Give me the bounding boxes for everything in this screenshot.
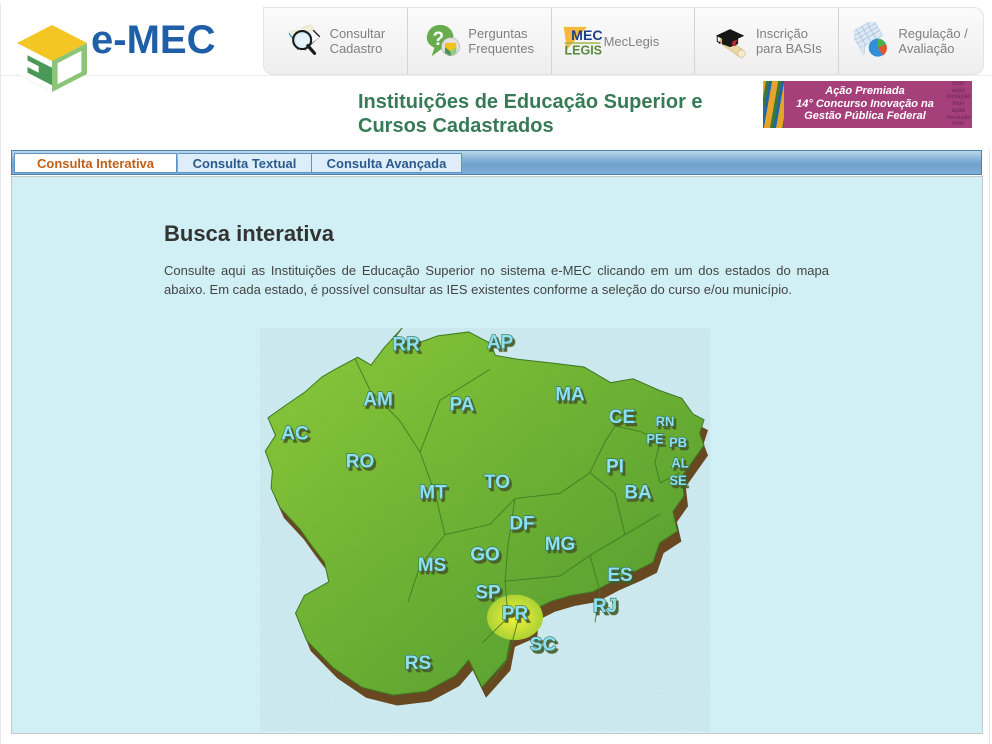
svg-text:RR: RR <box>392 334 419 355</box>
svg-text:ES: ES <box>607 565 632 586</box>
svg-text:MT: MT <box>419 482 447 503</box>
svg-text:BA: BA <box>624 482 651 503</box>
svg-text:PR: PR <box>502 603 528 624</box>
svg-text:MG: MG <box>545 534 576 555</box>
svg-text:PE: PE <box>646 432 664 447</box>
svg-text:AL: AL <box>671 455 688 470</box>
svg-text:SP: SP <box>475 582 500 603</box>
svg-text:RS: RS <box>405 653 431 674</box>
svg-text:MA: MA <box>555 384 585 405</box>
svg-text:PB: PB <box>669 435 687 450</box>
svg-text:DF: DF <box>509 513 535 534</box>
svg-text:AM: AM <box>363 389 393 410</box>
svg-text:GO: GO <box>470 544 500 565</box>
svg-text:RJ: RJ <box>593 596 617 617</box>
svg-text:LEGIS: LEGIS <box>564 43 602 57</box>
svg-text:AP: AP <box>487 332 513 353</box>
svg-text:AC: AC <box>281 423 308 444</box>
svg-text:RN: RN <box>656 414 675 429</box>
svg-text:PA: PA <box>450 394 475 415</box>
svg-text:SC: SC <box>530 634 556 655</box>
svg-text:MS: MS <box>418 555 447 576</box>
svg-text:RO: RO <box>346 451 374 472</box>
svg-text:MEC: MEC <box>571 28 602 44</box>
svg-text:CE: CE <box>609 407 635 428</box>
svg-text:TO: TO <box>484 472 510 493</box>
svg-text:SE: SE <box>669 473 687 488</box>
svg-text:PI: PI <box>606 456 624 477</box>
